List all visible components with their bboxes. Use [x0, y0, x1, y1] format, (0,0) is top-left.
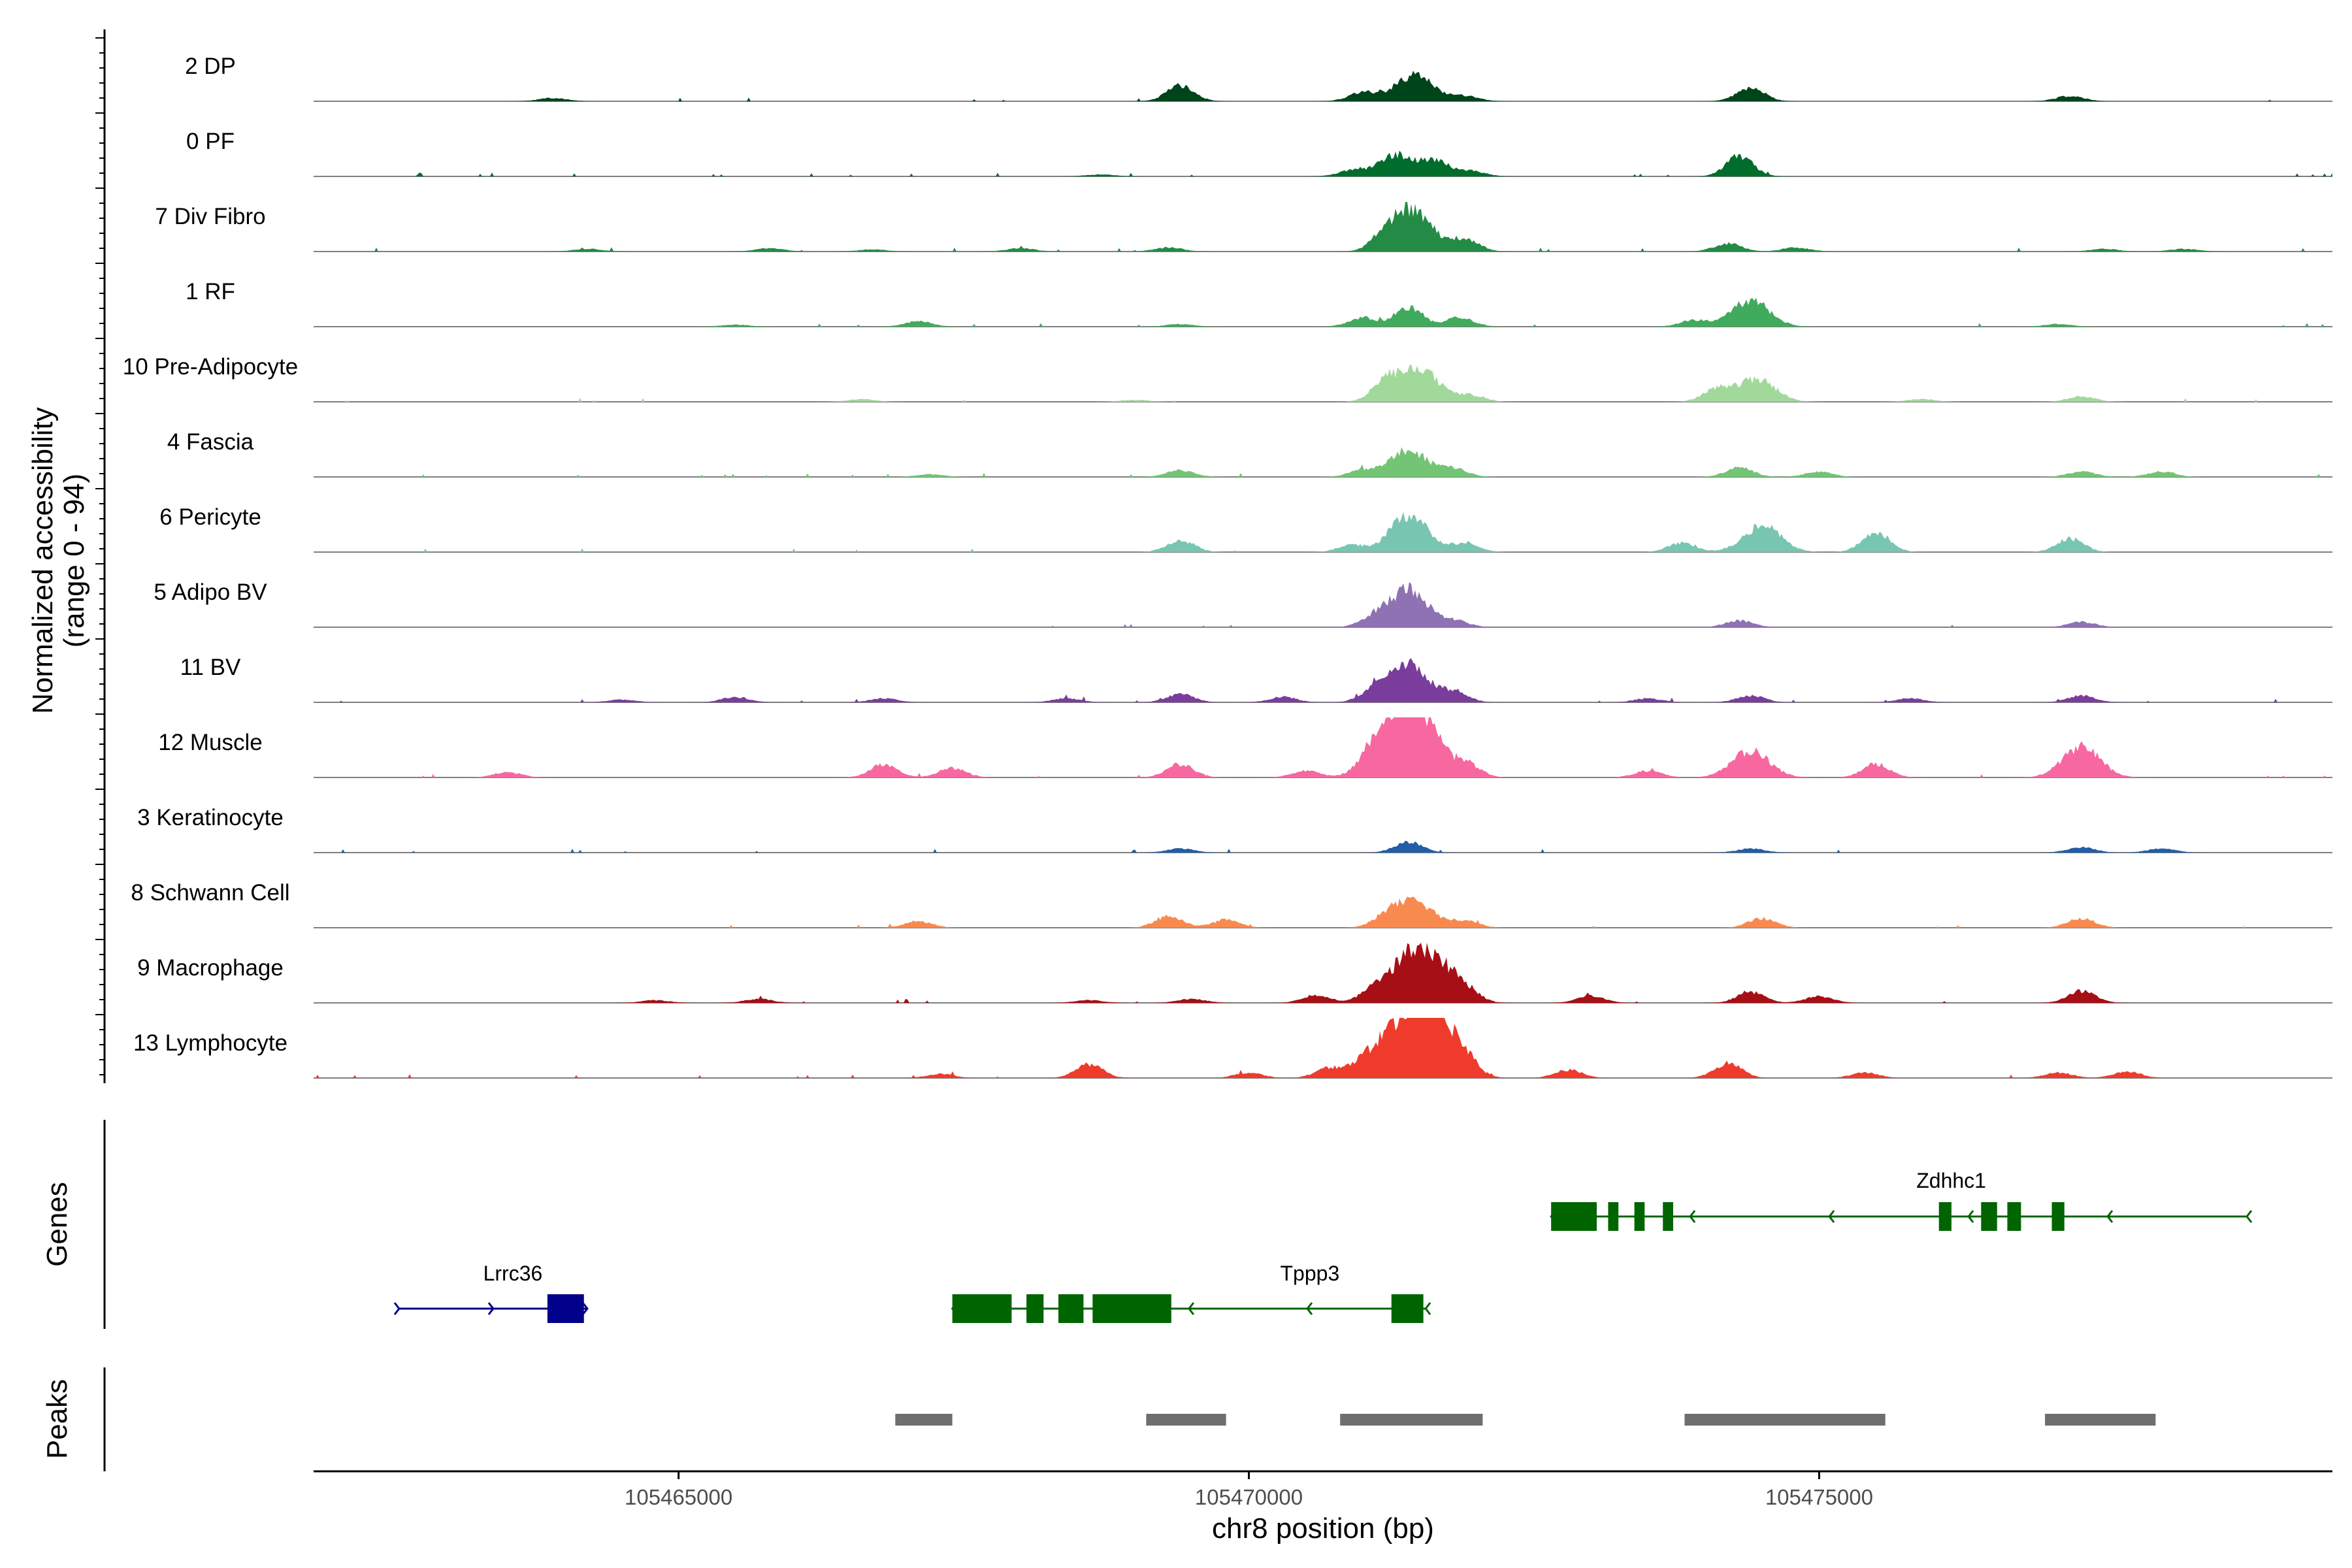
gene-exon: [1938, 1202, 1952, 1231]
track-label: 0 PF: [186, 129, 235, 154]
track-label: 13 Lymphocyte: [133, 1030, 287, 1056]
gene-models: Lrrc36 Tppp3 Zdhhc1: [393, 1169, 2253, 1323]
track-12: [314, 896, 2332, 928]
x-tick-label: 105475000: [1765, 1485, 1873, 1509]
track-label: 12 Muscle: [158, 730, 263, 755]
gene-exon: [1026, 1294, 1044, 1323]
gene-exon: [547, 1294, 584, 1323]
coverage-area: [314, 1018, 2332, 1078]
x-axis-title: chr8 position (bp): [1212, 1512, 1434, 1544]
peak-regions: [895, 1414, 2156, 1426]
gene-exon: [2051, 1202, 2065, 1231]
track-label: 5 Adipo BV: [154, 580, 267, 605]
track-label: 3 Keratinocyte: [137, 805, 284, 830]
gene-exon: [1981, 1202, 1997, 1231]
track-6: [314, 447, 2332, 478]
track-label: 9 Macrophage: [137, 955, 284, 981]
track-labels: 2 DP 0 PF 7 Div Fibro 1 RF 10 Pre-Adipocyte 4…: [123, 54, 298, 1056]
gene-exon: [952, 1294, 1012, 1323]
coverage-area: [314, 150, 2332, 176]
gene-lrrc36: Lrrc36: [393, 1262, 589, 1323]
track-label: 2 DP: [185, 54, 236, 79]
track-label: 7 Div Fibro: [155, 204, 265, 229]
x-tick-label: 105465000: [625, 1485, 732, 1509]
peak-region: [2045, 1414, 2156, 1426]
coverage-area: [314, 840, 2332, 853]
peak-region: [1340, 1414, 1483, 1426]
strand-arrow: [1424, 1302, 1431, 1315]
x-axis-ticks: 105465000 105470000 105475000: [625, 1471, 1873, 1509]
gene-label: Zdhhc1: [1916, 1169, 1986, 1192]
gene-exon: [1663, 1202, 1673, 1231]
track-9: [314, 658, 2332, 703]
track-1: [314, 71, 2332, 102]
strand-arrow: [1187, 1302, 1195, 1315]
coverage-area: [314, 658, 2332, 702]
peak-region: [895, 1414, 953, 1426]
genes-panel-title: Genes: [41, 1182, 73, 1267]
y-axis: [95, 29, 106, 1083]
gene-exon: [1551, 1202, 1597, 1231]
gene-exon: [2007, 1202, 2021, 1231]
gene-zdhhc1: Zdhhc1: [1550, 1169, 2253, 1231]
gene-exon: [1391, 1294, 1424, 1323]
peak-region: [1146, 1414, 1226, 1426]
gene-tppp3: Tppp3: [951, 1262, 1431, 1323]
strand-arrow: [487, 1302, 495, 1315]
track-label: 6 Pericyte: [159, 504, 261, 530]
gene-exon: [1092, 1294, 1171, 1323]
track-10: [314, 717, 2332, 778]
coverage-area: [314, 896, 2332, 928]
coverage-area: [314, 364, 2332, 402]
strand-arrow: [581, 1302, 589, 1315]
gene-label: Tppp3: [1281, 1262, 1340, 1285]
track-label: 1 RF: [186, 279, 235, 304]
y-axis-range: (range 0 - 94): [58, 474, 90, 648]
y-axis-title: Normalized accessibility: [27, 407, 59, 713]
x-tick-label: 105470000: [1195, 1485, 1303, 1509]
track-11: [314, 840, 2332, 853]
coverage-area: [314, 943, 2332, 1003]
track-4: [314, 297, 2332, 327]
track-label: 4 Fascia: [167, 429, 254, 455]
track-label: 11 BV: [180, 655, 241, 680]
coverage-area: [314, 297, 2332, 327]
strand-arrow: [393, 1302, 400, 1315]
coverage-tracks: [314, 71, 2332, 1079]
strand-arrow: [2106, 1210, 2114, 1223]
strand-arrow: [1689, 1210, 1696, 1223]
track-label: 8 Schwann Cell: [131, 880, 289, 906]
coverage-area: [314, 71, 2332, 101]
coverage-area: [314, 202, 2332, 252]
coverage-area: [314, 447, 2332, 477]
coverage-area: [314, 512, 2332, 552]
peaks-panel-title: Peaks: [41, 1379, 73, 1459]
track-14: [314, 1018, 2332, 1079]
coverage-area: [314, 717, 2332, 777]
coverage-area: [314, 581, 2332, 627]
strand-arrow: [1967, 1210, 1974, 1223]
gene-label: Lrrc36: [483, 1262, 543, 1285]
track-8: [314, 581, 2332, 628]
track-7: [314, 512, 2332, 553]
strand-arrow: [1306, 1302, 1313, 1315]
gene-exon: [1058, 1294, 1084, 1323]
gene-exon: [1608, 1202, 1619, 1231]
track-label: 10 Pre-Adipocyte: [123, 354, 298, 380]
track-13: [314, 943, 2332, 1004]
strand-arrow: [2246, 1210, 2253, 1223]
track-5: [314, 364, 2332, 402]
track-3: [314, 202, 2332, 252]
track-2: [314, 150, 2332, 177]
peak-region: [1684, 1414, 1886, 1426]
gene-exon: [1634, 1202, 1645, 1231]
strand-arrow: [1828, 1210, 1835, 1223]
